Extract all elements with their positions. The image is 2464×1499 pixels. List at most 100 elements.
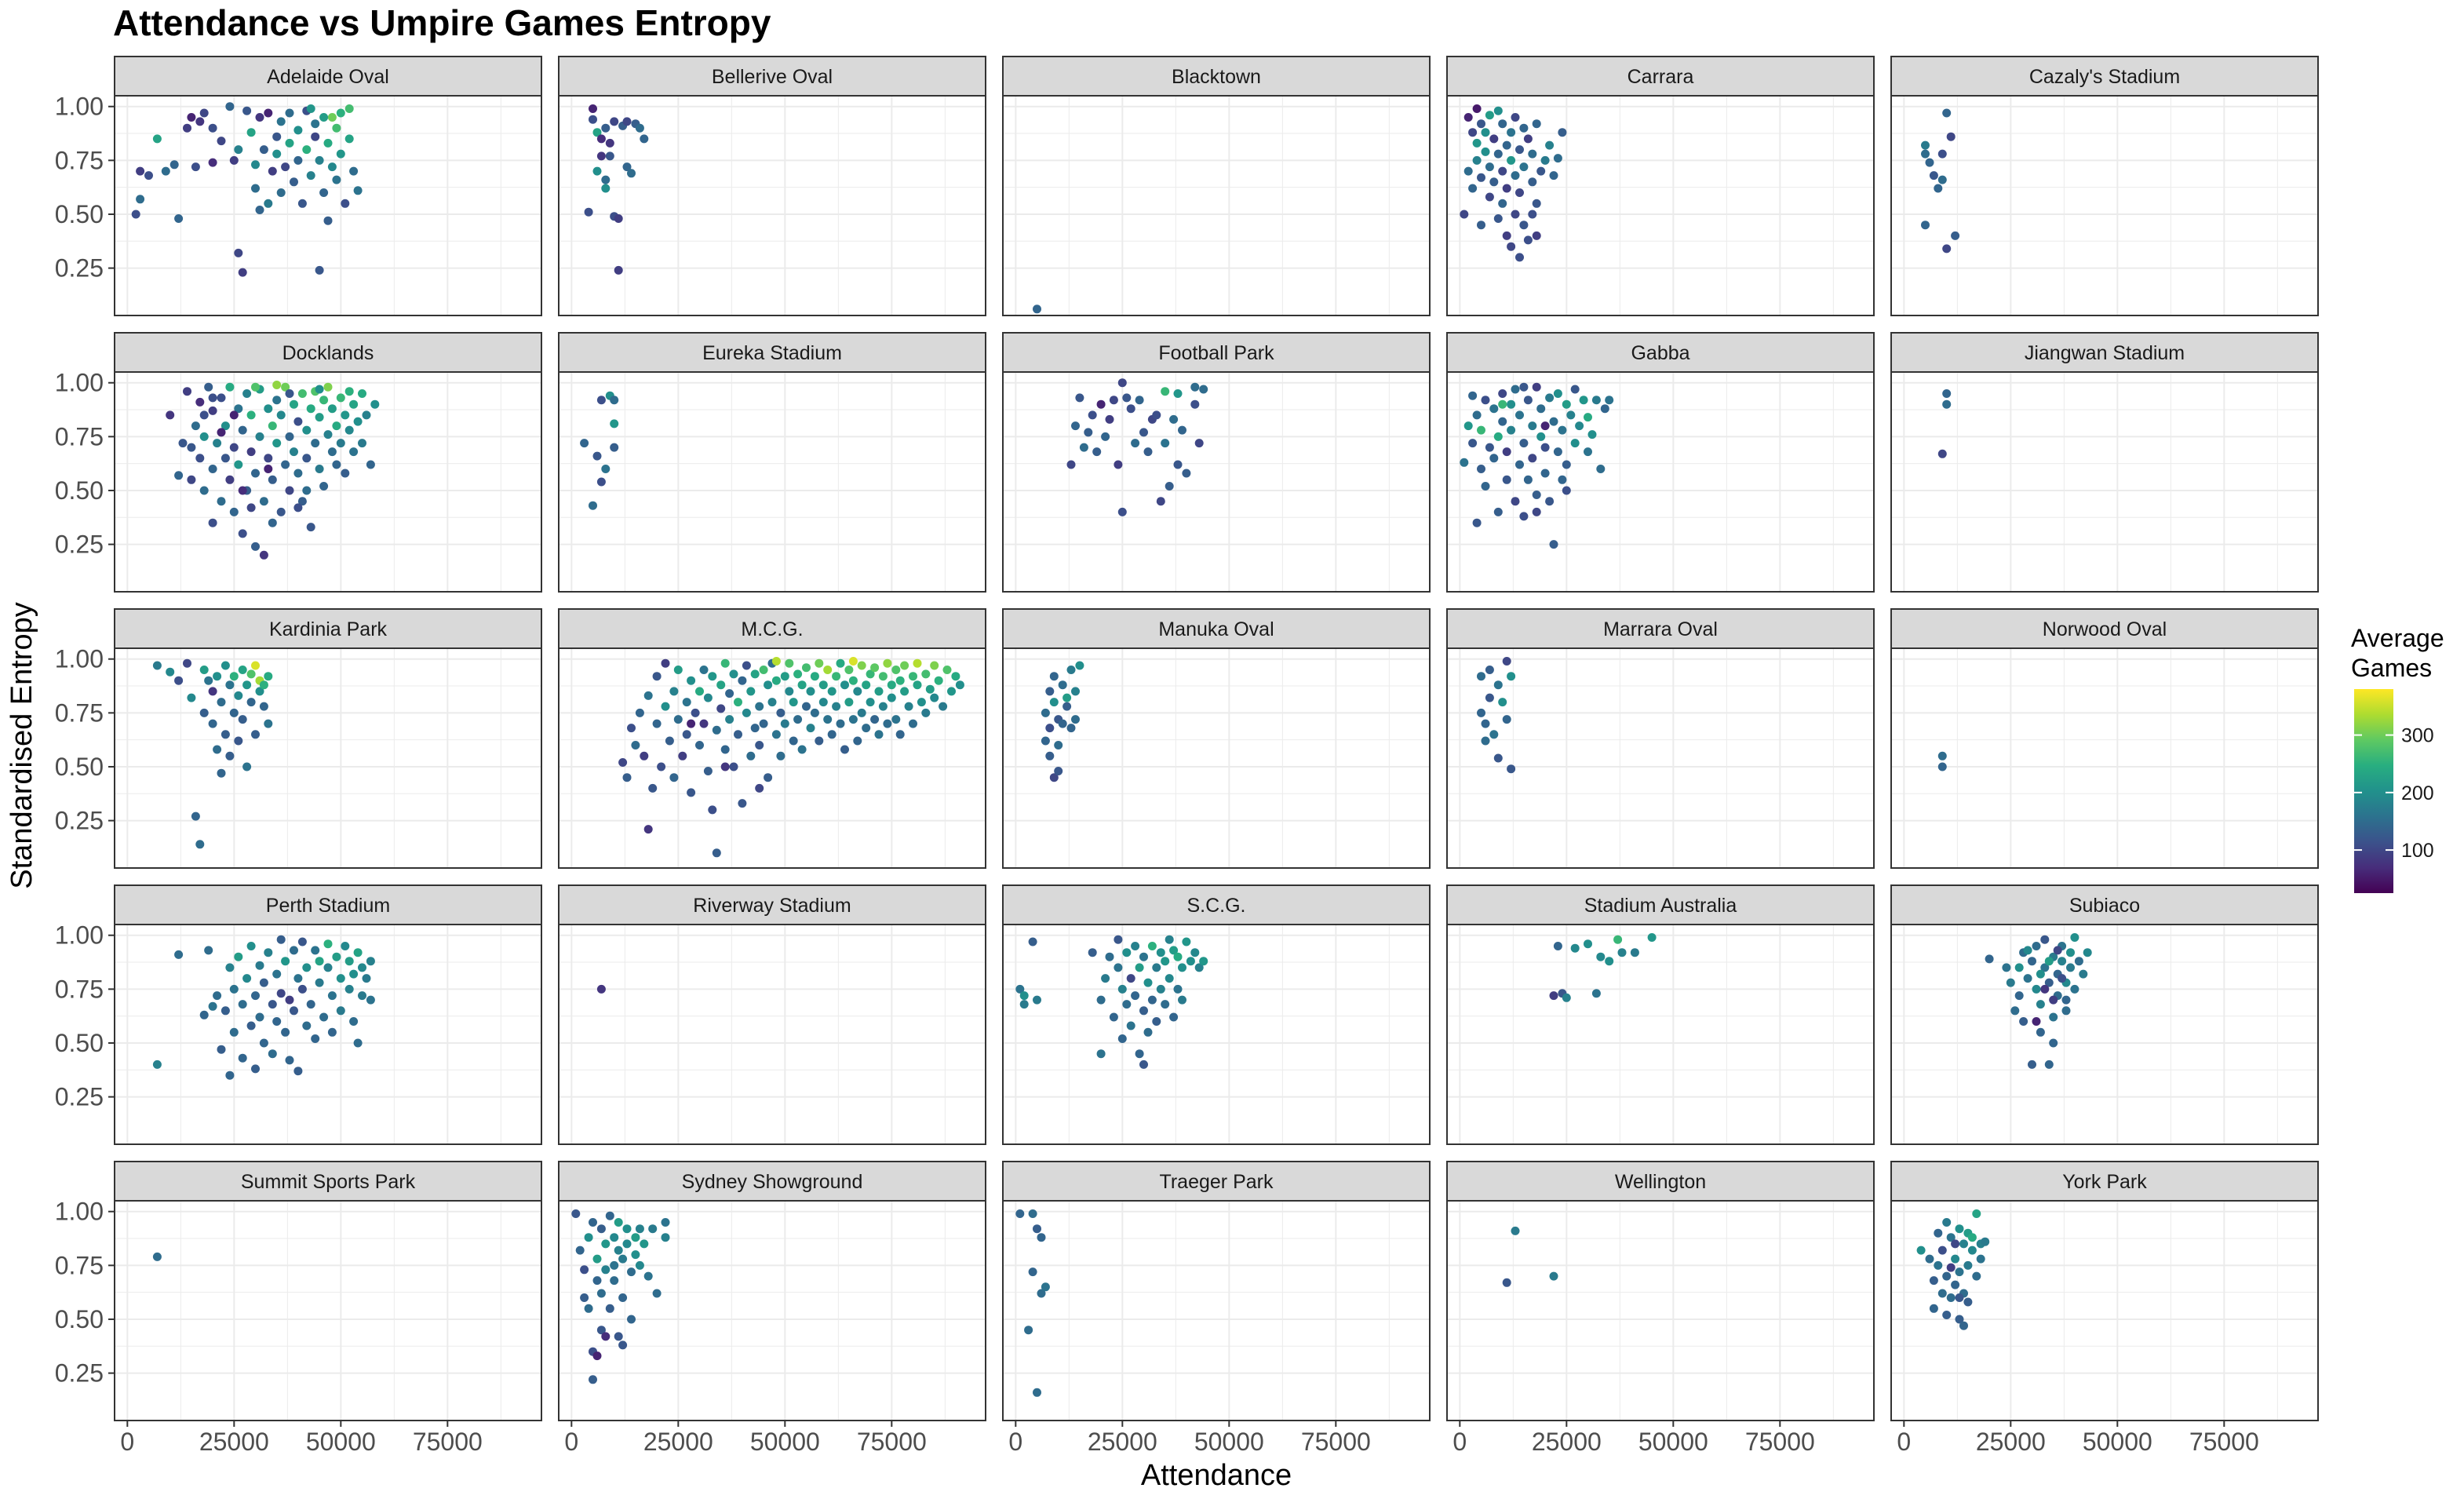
data-point: [349, 399, 359, 409]
data-point: [1570, 385, 1580, 394]
data-point: [1117, 1034, 1127, 1043]
plot-area: [1003, 925, 1430, 1144]
data-point: [246, 669, 256, 679]
data-point: [315, 413, 324, 422]
data-point: [1152, 410, 1161, 420]
data-point: [1477, 173, 1485, 182]
facet-strip-label: Blacktown: [1172, 66, 1261, 88]
data-point: [673, 715, 683, 724]
data-point: [793, 669, 803, 679]
panel-border: [1890, 371, 2319, 593]
data-point: [1199, 385, 1208, 394]
facet-strip: [1890, 884, 2319, 925]
data-point: [246, 128, 256, 137]
data-point: [255, 113, 264, 122]
data-point: [302, 145, 312, 155]
data-point: [183, 387, 191, 396]
data-point: [716, 704, 726, 713]
data-point: [366, 460, 375, 469]
data-point: [353, 1038, 363, 1048]
data-point: [208, 687, 217, 696]
data-point: [259, 680, 268, 690]
data-point: [238, 268, 247, 277]
data-point: [213, 745, 222, 754]
data-point: [1024, 1326, 1033, 1335]
data-point: [878, 702, 888, 711]
data-point: [311, 946, 320, 955]
data-point: [297, 937, 307, 946]
data-point: [2079, 969, 2088, 979]
x-tick-label: 50000: [2083, 1428, 2152, 1456]
facet-panel: Football Park: [1002, 332, 1431, 593]
facet-strip-label: Riverway Stadium: [693, 895, 851, 917]
data-point: [818, 698, 828, 707]
data-point: [1540, 443, 1550, 452]
data-point: [336, 149, 345, 159]
data-point: [2019, 1017, 2028, 1026]
data-point: [682, 698, 691, 707]
data-point: [208, 406, 217, 415]
data-point: [844, 698, 854, 707]
data-point: [887, 680, 896, 690]
facet-panel: Subiaco: [1890, 884, 2319, 1145]
data-point: [344, 104, 354, 113]
data-point: [225, 751, 235, 760]
x-tick-label: 0: [120, 1428, 134, 1456]
data-point: [152, 134, 162, 144]
data-point: [1477, 425, 1485, 435]
x-tick-label: 75000: [1301, 1428, 1371, 1456]
data-point: [913, 658, 922, 668]
facet-strip: [1002, 884, 1431, 925]
data-point: [1477, 119, 1485, 129]
data-point: [874, 730, 884, 739]
data-point: [293, 126, 303, 135]
panel-border: [1890, 1200, 2319, 1421]
data-point: [1114, 963, 1123, 972]
data-point: [1972, 1271, 1981, 1281]
data-point: [605, 1304, 614, 1313]
data-point: [1575, 421, 1584, 431]
data-point: [251, 469, 260, 478]
data-point: [1066, 666, 1076, 674]
data-point: [1929, 1304, 1938, 1313]
data-point: [605, 151, 614, 161]
data-point: [1468, 439, 1478, 448]
data-point: [1481, 736, 1490, 746]
data-point: [358, 389, 366, 398]
data-point: [1028, 937, 1037, 946]
data-point: [1135, 963, 1144, 972]
data-point: [272, 1017, 282, 1026]
data-point: [336, 1006, 345, 1016]
data-point: [234, 145, 243, 155]
data-point: [648, 1224, 658, 1234]
data-point: [272, 381, 282, 389]
data-point: [878, 672, 888, 681]
data-point: [349, 969, 359, 979]
data-point: [1477, 465, 1485, 473]
data-point: [1498, 399, 1507, 409]
data-point: [853, 687, 862, 696]
facet-strip-label: Football Park: [1158, 342, 1274, 364]
y-tick-label: 0.25: [55, 807, 104, 835]
data-point: [195, 840, 205, 849]
data-point: [1951, 1280, 1960, 1289]
data-point: [1584, 939, 1592, 949]
data-point: [1507, 672, 1516, 681]
data-point: [208, 158, 217, 167]
data-point: [797, 745, 807, 754]
data-point: [806, 724, 815, 733]
data-point: [1976, 1254, 1985, 1264]
data-point: [234, 404, 243, 414]
data-point: [225, 475, 235, 484]
facet-panel: Marrara Oval: [1446, 608, 1875, 869]
data-point: [199, 486, 209, 495]
data-point: [1579, 396, 1588, 405]
data-point: [601, 184, 611, 193]
data-point: [1959, 1239, 1968, 1249]
data-point: [601, 1239, 611, 1249]
data-point: [1041, 708, 1050, 717]
data-point: [610, 419, 619, 429]
data-point: [764, 773, 773, 782]
data-point: [605, 1211, 614, 1220]
